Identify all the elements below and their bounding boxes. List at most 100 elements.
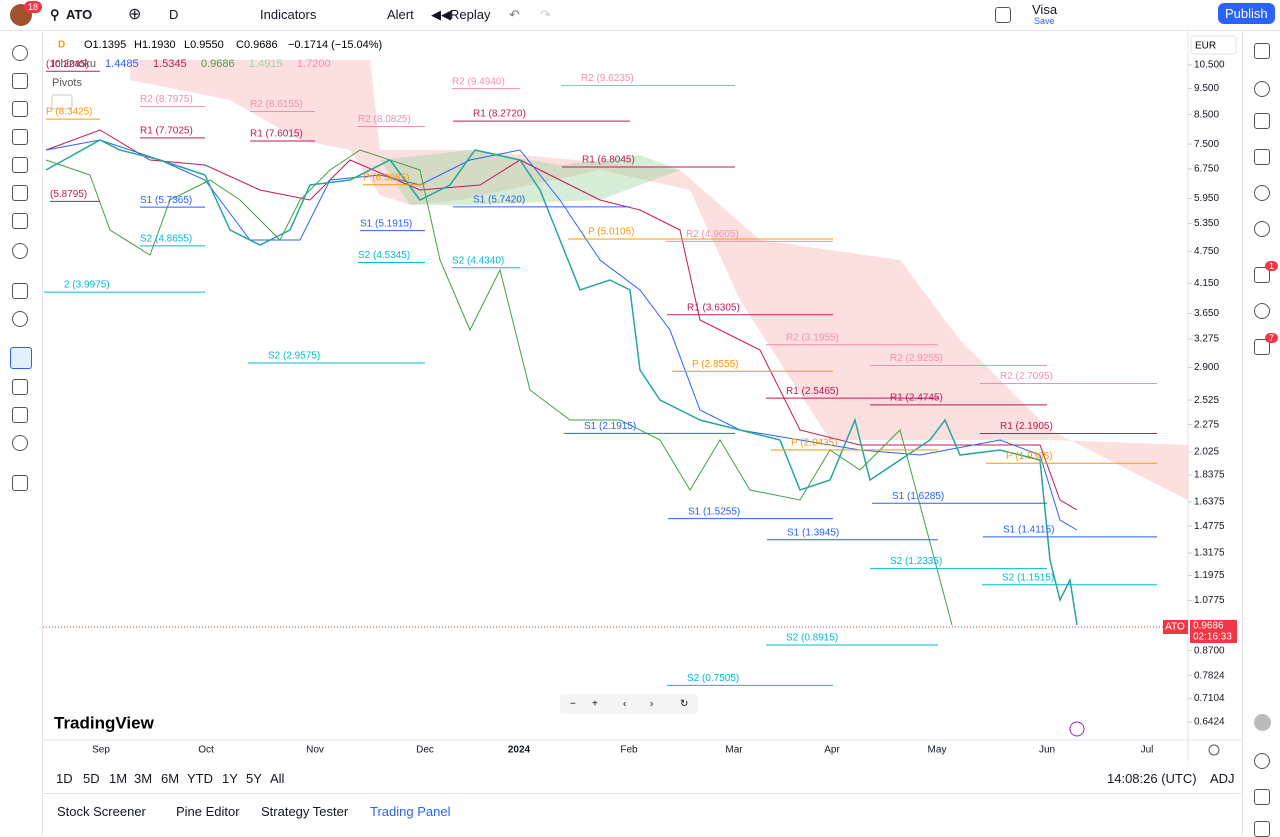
price-tick-label: 1.6375	[1194, 497, 1225, 508]
range-button[interactable]: All	[270, 771, 285, 786]
tool[interactable]	[12, 185, 28, 201]
pivot-label: (5.8795)	[50, 189, 87, 200]
pivot-label: S2 (1.2335)	[890, 556, 942, 567]
price-tick-label: 8.500	[1194, 109, 1219, 120]
right-sidebar: 1 7	[1242, 31, 1280, 837]
replay-button[interactable]: Replay	[450, 7, 491, 22]
tool-active[interactable]	[10, 347, 32, 369]
range-button[interactable]: 5Y	[246, 771, 262, 786]
pivot-label: R1 (2.1905)	[1000, 421, 1053, 432]
tool[interactable]	[12, 157, 28, 173]
tool[interactable]	[12, 407, 28, 423]
price-tick-label: 2.525	[1194, 395, 1219, 406]
legend-pivots: Pivots	[52, 77, 82, 89]
tool[interactable]	[12, 243, 28, 259]
chart-nav: − + ‹ › ↻	[560, 694, 698, 714]
adj-button[interactable]: ADJ	[1210, 771, 1235, 786]
price-tick-label: 5.350	[1194, 218, 1219, 229]
layout-icon[interactable]	[995, 7, 1011, 23]
side-icon[interactable]	[1254, 267, 1270, 283]
alert-button[interactable]: Alert	[387, 7, 414, 22]
side-icon[interactable]	[1254, 303, 1270, 319]
range-button[interactable]: 6M	[161, 771, 180, 786]
tool[interactable]	[12, 45, 28, 61]
pivot-label: S2 (0.8915)	[786, 633, 838, 644]
ichimoku-value: 0.9686	[201, 58, 235, 70]
side-icon[interactable]	[1254, 113, 1270, 129]
zoom-in[interactable]: +	[592, 699, 598, 710]
time-label: Oct	[198, 745, 214, 756]
symbol-search[interactable]: ATO	[66, 7, 93, 22]
interval-button[interactable]: D	[169, 7, 179, 22]
tool[interactable]	[12, 213, 28, 229]
scroll-right[interactable]: ›	[650, 699, 653, 710]
legend-collapse[interactable]	[51, 94, 73, 110]
scroll-left[interactable]: ‹	[623, 699, 626, 710]
currency-button[interactable]	[1190, 35, 1237, 55]
range-button[interactable]: 1M	[109, 771, 128, 786]
side-icon[interactable]	[1254, 81, 1270, 97]
side-icon[interactable]	[1254, 185, 1270, 201]
base-line	[45, 129, 1078, 511]
side-icon[interactable]	[1254, 339, 1270, 355]
side-icon[interactable]	[1254, 43, 1270, 59]
pivot-label: P (5.0105)	[588, 227, 635, 238]
ichimoku-value: 1.4485	[105, 58, 139, 70]
tool[interactable]	[12, 379, 28, 395]
range-button[interactable]: YTD	[187, 771, 213, 786]
side-icon[interactable]	[1254, 821, 1270, 837]
pivot-label: R1 (7.7025)	[140, 125, 193, 136]
currency-label[interactable]: EUR	[1195, 41, 1216, 52]
symbol-tag-label: ATO	[1165, 622, 1185, 633]
legend-high: H1.1930	[134, 39, 176, 51]
pivot-label: R1 (8.2720)	[473, 109, 526, 120]
tool[interactable]	[12, 311, 28, 327]
time-label: Dec	[416, 745, 434, 756]
layout-name[interactable]: Visa	[1032, 2, 1058, 17]
price-tick-label: 0.6424	[1194, 717, 1225, 728]
time-label: 2024	[508, 745, 531, 756]
save-button[interactable]: Save	[1034, 16, 1055, 26]
side-icon[interactable]	[1254, 789, 1270, 805]
price-tick-label: 2.275	[1194, 419, 1219, 430]
panel-tab[interactable]: Pine Editor	[176, 804, 240, 819]
conversion-line	[45, 139, 1078, 531]
indicators-button[interactable]: Indicators	[260, 7, 317, 22]
panel-tab[interactable]: Stock Screener	[57, 804, 146, 819]
range-button[interactable]: 1Y	[222, 771, 238, 786]
time-label: May	[928, 745, 947, 756]
ichimoku-value: 1.4915	[249, 58, 283, 70]
pivot-label: P (2.8555)	[692, 359, 739, 370]
tool[interactable]	[12, 283, 28, 299]
tool[interactable]	[12, 101, 28, 117]
price-tick-label: 0.7824	[1194, 670, 1225, 681]
flash-icon[interactable]	[1069, 721, 1085, 737]
price-tick-label: 7.500	[1194, 139, 1219, 150]
side-icon[interactable]	[1254, 149, 1270, 165]
scroll-handle[interactable]	[1254, 714, 1271, 731]
range-button[interactable]: 5D	[83, 771, 100, 786]
panel-tab[interactable]: Strategy Tester	[261, 804, 349, 819]
pivot-label: P (8.3425)	[46, 107, 93, 118]
pivot-label: R1 (2.4745)	[890, 393, 943, 404]
pivot-label: S1 (5.7420)	[473, 195, 525, 206]
tool[interactable]	[12, 129, 28, 145]
panel-tab[interactable]: Trading Panel	[370, 804, 451, 819]
range-button[interactable]: 1D	[56, 771, 73, 786]
zoom-out[interactable]: −	[570, 699, 576, 710]
price-tick-label: 4.150	[1194, 278, 1219, 289]
time-label: Jun	[1039, 745, 1055, 756]
tool[interactable]	[12, 475, 28, 491]
pivot-label: S2 (4.4340)	[452, 255, 504, 266]
tool[interactable]	[12, 73, 28, 89]
side-icon[interactable]	[1254, 753, 1270, 769]
settings-icon[interactable]	[1208, 744, 1220, 756]
side-icon[interactable]	[1254, 221, 1270, 237]
pivot-label: 2 (3.9975)	[64, 280, 110, 291]
pivot-label: S1 (1.3945)	[787, 527, 839, 538]
reset[interactable]: ↻	[680, 699, 688, 710]
range-button[interactable]: 3M	[134, 771, 153, 786]
publish-button[interactable]: Publish	[1218, 3, 1275, 24]
pivot-label: R2 (2.7095)	[1000, 371, 1053, 382]
tool[interactable]	[12, 435, 28, 451]
